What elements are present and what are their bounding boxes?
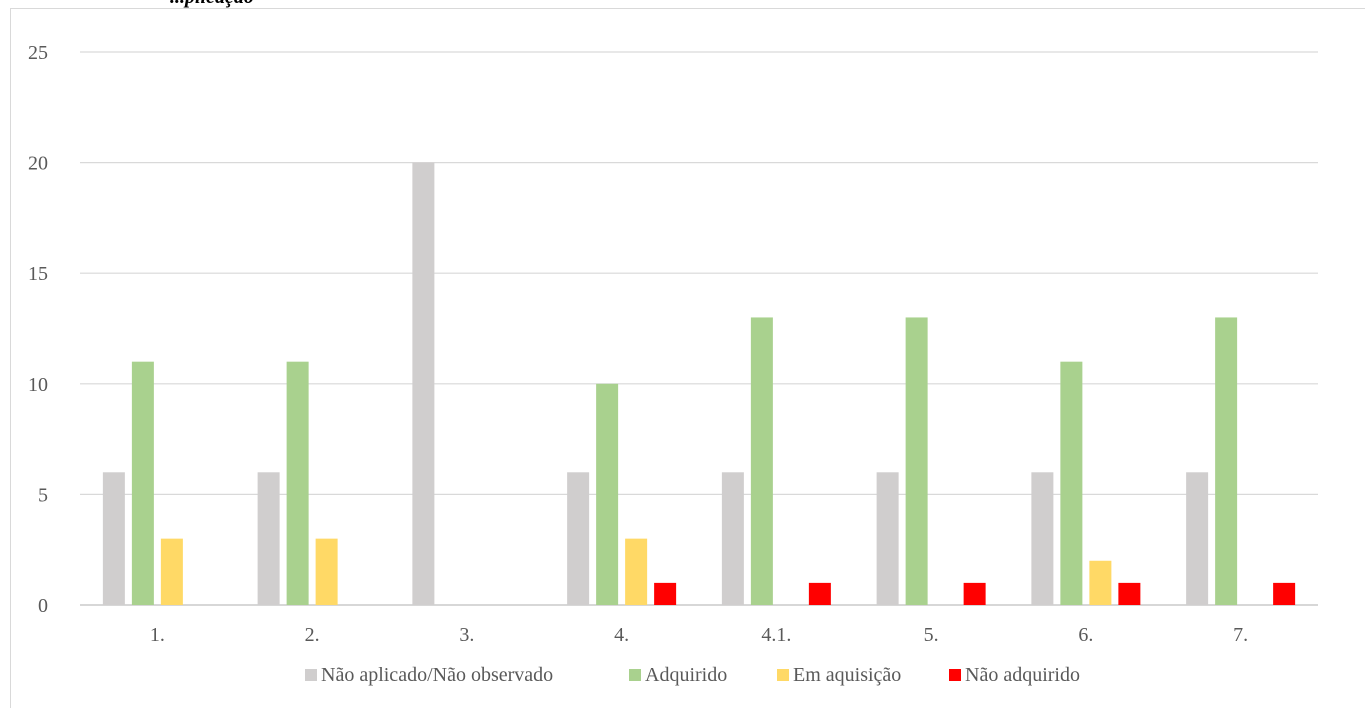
bar (412, 162, 435, 605)
clipped-caption: ...plicação (170, 0, 254, 9)
x-axis-ticks: 1. 2. 3. 4. 4.1. 5. 6. 7. (150, 624, 1248, 646)
bar (808, 582, 831, 605)
y-tick-label: 20 (28, 153, 48, 175)
bar (1060, 361, 1083, 605)
bar (160, 538, 183, 605)
y-tick-label: 15 (28, 263, 48, 285)
x-tick-label: 6. (1078, 624, 1093, 646)
legend: Não aplicado/Não observado Adquirido Em aq… (305, 664, 1080, 686)
legend-label: Adquirido (645, 664, 727, 686)
bar (721, 472, 744, 605)
chart-frame (10, 8, 1365, 708)
bars (102, 162, 1296, 605)
bar (625, 538, 648, 605)
bar (286, 361, 309, 605)
legend-label: Não adquirido (965, 664, 1080, 686)
bar (1118, 582, 1141, 605)
bar (1186, 472, 1209, 605)
y-tick-label: 25 (28, 42, 48, 64)
bar (905, 317, 928, 605)
gridlines (80, 51, 1318, 606)
bar (567, 472, 590, 605)
bar (1089, 560, 1112, 605)
bar (1031, 472, 1054, 605)
x-tick-label: 3. (459, 624, 474, 646)
legend-label: Não aplicado/Não observado (321, 664, 553, 686)
bar (257, 472, 280, 605)
legend-swatch (777, 669, 789, 681)
x-tick-label: 7. (1233, 624, 1248, 646)
y-tick-label: 5 (38, 484, 48, 506)
legend-label: Em aquisição (793, 664, 901, 686)
x-tick-label: 4. (614, 624, 629, 646)
y-tick-label: 10 (28, 374, 48, 396)
legend-swatch (629, 669, 641, 681)
bar (654, 582, 677, 605)
bar (750, 317, 773, 605)
legend-swatch (305, 669, 317, 681)
bar (1273, 582, 1296, 605)
legend-swatch (949, 669, 961, 681)
bar (1215, 317, 1238, 605)
bar (102, 472, 125, 605)
bar (596, 383, 619, 605)
x-tick-label: 2. (305, 624, 320, 646)
bar (876, 472, 899, 605)
bar (131, 361, 154, 605)
bar (315, 538, 338, 605)
x-tick-label: 1. (150, 624, 165, 646)
x-tick-label: 4.1. (761, 624, 791, 646)
x-tick-label: 5. (924, 624, 939, 646)
y-tick-label: 0 (38, 595, 48, 617)
y-axis-ticks: 0 5 10 15 20 25 (28, 42, 48, 617)
bar (963, 582, 986, 605)
